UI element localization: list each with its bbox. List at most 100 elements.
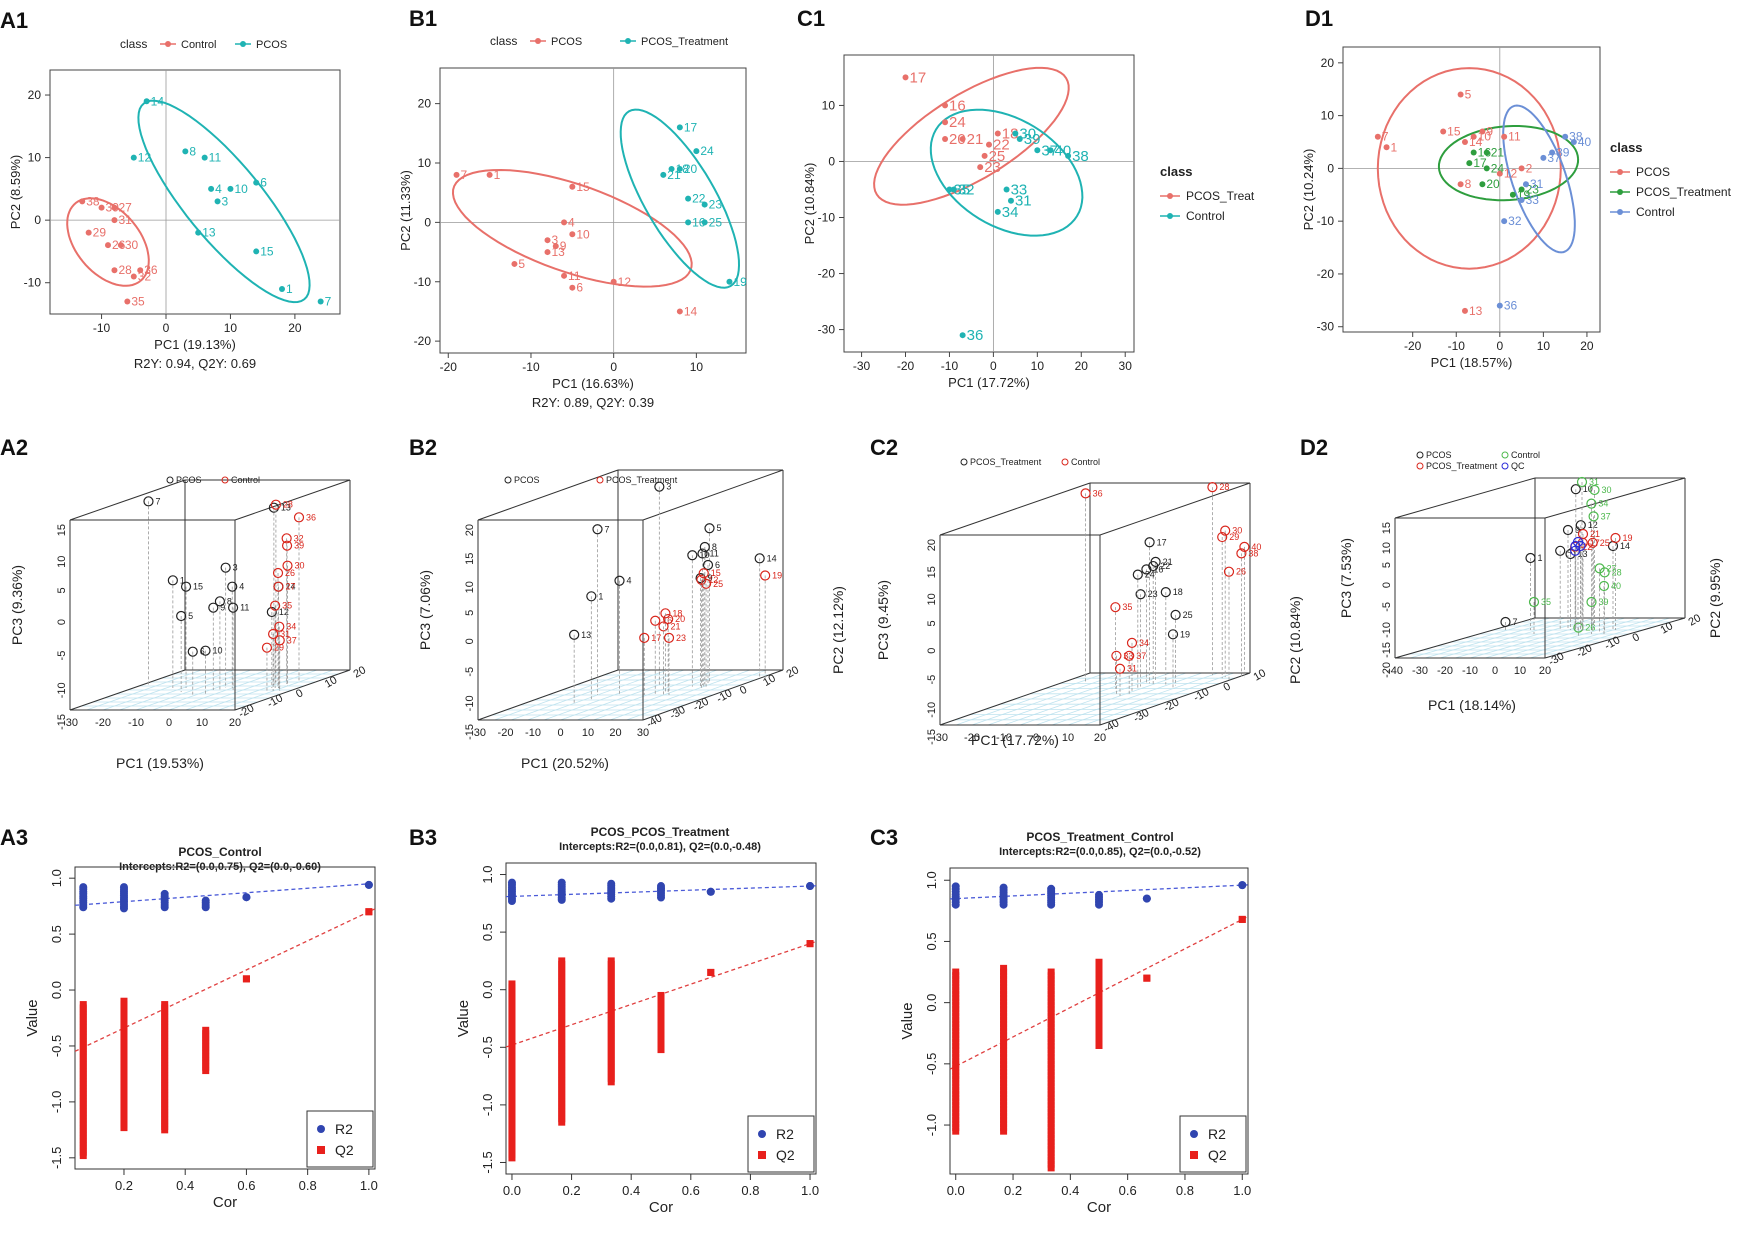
point-label: 34 <box>1139 638 1149 648</box>
y-tick-label: 10 <box>1659 620 1676 637</box>
q2-point <box>952 968 960 976</box>
floor-grid <box>1499 617 1641 659</box>
x-tick-label: -30 <box>470 727 486 739</box>
q2-point <box>1095 976 1103 984</box>
data-point <box>693 148 700 155</box>
x-tick-label: 30 <box>1119 359 1133 373</box>
point-label: 10 <box>1583 484 1593 494</box>
x-tick-label: 20 <box>1094 732 1106 744</box>
point-label: 37 <box>1136 651 1146 661</box>
data-point <box>726 278 733 285</box>
y-tick-label: -30 <box>818 323 836 337</box>
z-tick-label: -5 <box>56 651 68 661</box>
legend-title: class <box>1610 140 1643 155</box>
data-point <box>279 285 285 292</box>
data-point <box>1570 484 1581 495</box>
y-tick-label: 10 <box>418 156 432 170</box>
point-label: 5 <box>1465 88 1472 102</box>
q2-point <box>1000 1075 1008 1083</box>
point-label: 4 <box>1567 546 1572 556</box>
data-point <box>1518 186 1525 193</box>
panel-A3: A3PCOS_ControlIntercepts:R2=(0.0,0.75), … <box>0 825 378 1211</box>
q2-point <box>1000 975 1008 983</box>
legend-box <box>1179 1115 1247 1173</box>
data-point <box>270 499 281 510</box>
data-point <box>696 574 707 585</box>
point-label: 37 <box>287 635 297 645</box>
floor-grid <box>168 669 285 711</box>
floor-grid <box>1083 672 1235 726</box>
legend-marker-q2 <box>758 1151 766 1159</box>
data-point <box>266 606 277 618</box>
y-tick-label: -10 <box>24 276 42 290</box>
q2-point <box>952 1027 960 1035</box>
data-point <box>143 98 150 105</box>
x-tick-label: -20 <box>498 727 514 739</box>
point-label: 13 <box>202 226 216 240</box>
data-point <box>1065 152 1072 159</box>
data-point <box>1111 650 1122 661</box>
y-tick-label: -30 <box>1317 320 1335 334</box>
plot-frame <box>1342 46 1601 333</box>
y-axis-label: PC2 (9.95%) <box>1707 558 1723 638</box>
y-tick-label: -1.0 <box>49 1091 64 1113</box>
data-point <box>1589 484 1600 496</box>
point-label: 12 <box>1588 520 1598 530</box>
point-label: 20 <box>1486 177 1500 191</box>
q2-point <box>657 991 665 999</box>
legend-marker <box>1617 189 1623 195</box>
chart-title: PCOS_Control <box>178 845 261 859</box>
data-point <box>227 185 234 192</box>
q2-point <box>1000 1016 1008 1024</box>
point-label: 36 <box>144 263 158 277</box>
chart-subtitle: Intercepts:R2=(0.0,0.81), Q2=(0.0,-0.48) <box>559 841 761 853</box>
point-label: 30 <box>125 238 139 252</box>
floor-grid <box>593 669 734 721</box>
x-axis-label: PC1 (17.72%) <box>948 375 1030 390</box>
y-tick-label: -0.5 <box>49 1035 64 1057</box>
stats-caption: R2Y: 0.94, Q2Y: 0.69 <box>134 356 256 371</box>
point-label: 10 <box>576 227 590 241</box>
data-point <box>1479 128 1486 135</box>
z-tick-label: 0 <box>464 638 476 644</box>
panel-C3: C3 PCOS_Treatment_Control Intercepts:R2=(0… <box>870 825 1251 1216</box>
z-tick-label: -5 <box>1381 602 1393 612</box>
q2-point <box>1000 1068 1008 1076</box>
point-label: 29 <box>274 643 284 653</box>
data-point <box>660 608 671 619</box>
x-tick-label: 0 <box>163 321 170 335</box>
data-point <box>950 186 957 193</box>
x-tick-label: 20 <box>229 717 241 729</box>
legend-marker <box>596 476 604 484</box>
point-label: 40 <box>1611 581 1621 591</box>
data-point <box>544 237 551 244</box>
point-label: 1 <box>180 575 185 585</box>
point-label: 1 <box>1538 553 1543 563</box>
point-label: 36 <box>1504 299 1518 313</box>
point-label: 33 <box>1526 193 1540 207</box>
point-label: 9 <box>220 603 225 613</box>
legend-marker <box>1617 169 1623 175</box>
floor-grid <box>185 669 301 711</box>
q2-point <box>1095 1013 1103 1021</box>
y-tick-label: -0.5 <box>924 1053 939 1075</box>
data-point <box>760 570 771 581</box>
data-point <box>658 621 669 632</box>
data-point <box>1549 149 1556 156</box>
z-tick-label: -5 <box>926 675 938 685</box>
point-label: 39 <box>1599 597 1609 607</box>
point-label: 35 <box>1541 597 1551 607</box>
y-tick-label: 20 <box>1687 612 1704 629</box>
q2-point <box>1000 1086 1008 1094</box>
x-tick-label: 0.0 <box>947 1183 965 1198</box>
q2-point <box>1000 1049 1008 1057</box>
y-tick-label: -10 <box>414 275 432 289</box>
q2-point <box>1000 983 1008 991</box>
data-point <box>208 185 215 192</box>
data-point <box>702 559 714 571</box>
q2-point <box>1000 1038 1008 1046</box>
data-point <box>268 628 279 640</box>
z-tick-label: -15 <box>1381 642 1393 658</box>
data-point <box>1483 149 1490 156</box>
